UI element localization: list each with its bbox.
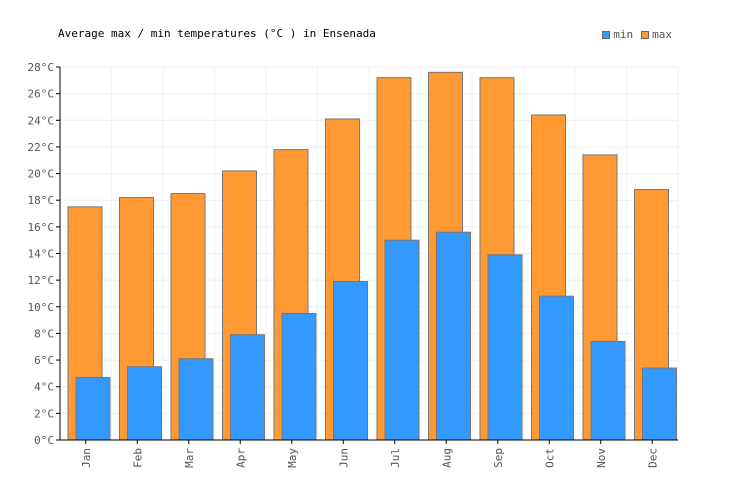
bar-min-dec xyxy=(642,367,677,441)
bar-min-jun xyxy=(333,280,368,441)
bar-min-jul xyxy=(384,239,420,441)
legend-swatch-min xyxy=(602,30,611,39)
bar-min-jan xyxy=(75,376,111,441)
legend-item-max: max xyxy=(641,28,672,41)
x-tick-label-aug: Aug xyxy=(440,448,453,468)
x-tick-label-sep: Sep xyxy=(492,448,505,468)
y-tick-label: 2°C xyxy=(34,407,54,420)
y-tick-label: 18°C xyxy=(28,194,55,207)
bar-min-mar xyxy=(178,358,214,441)
y-tick-label: 10°C xyxy=(28,301,55,314)
legend-label-max: max xyxy=(652,28,672,41)
bar-min-sep xyxy=(487,254,523,441)
bar-min-may xyxy=(281,312,317,441)
x-tick-label-oct: Oct xyxy=(543,448,556,468)
bar-min-aug xyxy=(436,231,471,441)
bar-min-oct xyxy=(539,295,574,441)
y-tick-label: 0°C xyxy=(34,434,54,447)
y-tick-label: 16°C xyxy=(28,221,55,234)
y-tick-label: 4°C xyxy=(34,381,54,394)
x-tick-label-nov: Nov xyxy=(595,448,608,468)
bar-min-apr xyxy=(230,334,265,441)
y-tick-label: 20°C xyxy=(28,168,55,181)
chart-title: Average max / min temperatures (°C ) in … xyxy=(58,27,376,40)
x-tick-label-mar: Mar xyxy=(183,448,196,468)
x-tick-label-dec: Dec xyxy=(646,448,659,468)
x-tick-label-jul: Jul xyxy=(389,448,402,468)
x-tick-label-jun: Jun xyxy=(337,448,350,468)
bar-min-feb xyxy=(127,366,162,441)
y-tick-label: 22°C xyxy=(28,141,55,154)
y-tick-label: 28°C xyxy=(28,61,55,74)
y-tick-label: 24°C xyxy=(28,114,55,127)
y-tick-label: 12°C xyxy=(28,274,55,287)
legend-item-min: min xyxy=(602,28,633,41)
x-tick-label-jan: Jan xyxy=(80,448,93,468)
x-tick-label-may: May xyxy=(286,448,299,468)
y-tick-label: 8°C xyxy=(34,327,54,340)
x-tick-label-apr: Apr xyxy=(234,448,247,468)
bar-min-nov xyxy=(590,340,626,441)
y-tick-label: 26°C xyxy=(28,88,55,101)
legend-swatch-max xyxy=(641,30,650,39)
x-tick-label-feb: Feb xyxy=(131,448,144,468)
chart-legend: min max xyxy=(602,28,672,41)
legend-label-min: min xyxy=(613,28,634,41)
y-tick-label: 6°C xyxy=(34,354,54,367)
y-tick-label: 14°C xyxy=(28,248,55,261)
